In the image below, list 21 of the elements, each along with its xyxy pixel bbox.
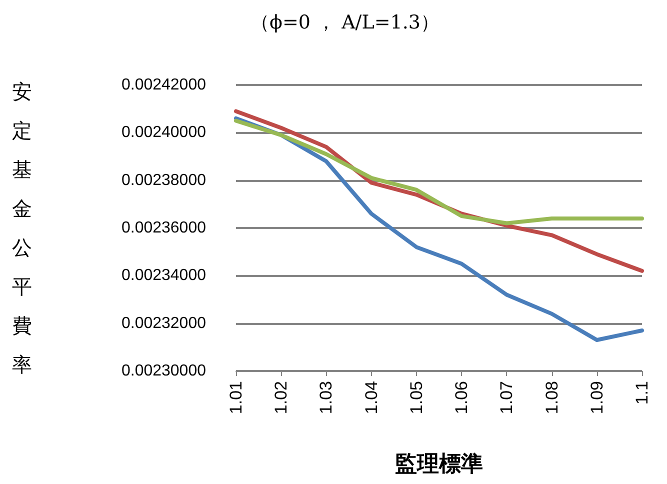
- x-tick-label: 1.06: [452, 381, 472, 414]
- y-tick-label: 0.00234000: [121, 267, 206, 284]
- x-tick-label: 1.02: [272, 381, 291, 414]
- y-tick-label: 0.00238000: [121, 172, 206, 189]
- y-tick-label: 0.00230000: [121, 362, 206, 380]
- x-axis-title: 監理標準: [395, 451, 483, 477]
- x-tick-label: 1.05: [406, 381, 426, 414]
- line-series: [234, 118, 644, 226]
- x-tick-label: 1.1: [632, 381, 652, 405]
- x-tick-label: 1.08: [542, 381, 562, 414]
- chart-title: （ϕ=0 ， A/L=1.3）: [250, 12, 440, 34]
- x-tick-label: 1.09: [587, 381, 606, 414]
- x-tick-label: 1.03: [316, 381, 336, 414]
- y-tick-label: 0.00232000: [121, 314, 206, 332]
- y-tick-label: 0.00240000: [121, 124, 206, 142]
- y-tick-label: 0.00236000: [121, 220, 206, 236]
- x-tick-label: 1.04: [362, 381, 381, 414]
- x-tick-label: 1.01: [226, 381, 246, 414]
- y-axis-title: 安定基金公平費率: [12, 80, 32, 376]
- x-tick-label: 1.07: [497, 381, 516, 414]
- y-tick-label: 0.00242000: [121, 76, 206, 94]
